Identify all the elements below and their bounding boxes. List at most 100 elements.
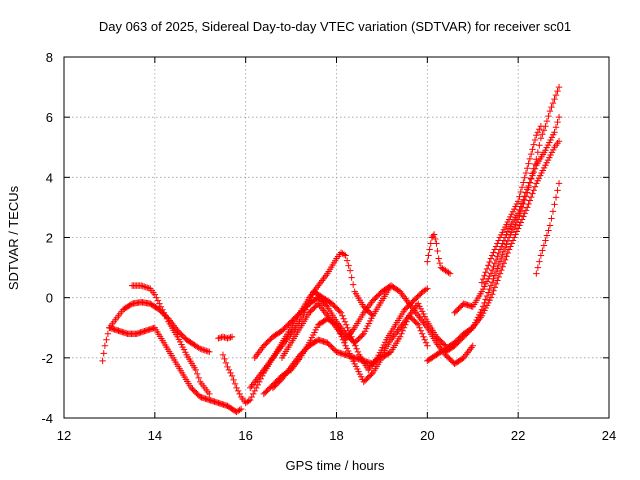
data-point [237, 405, 245, 413]
data-point [514, 216, 522, 223]
data-point [340, 315, 347, 322]
data-point [545, 227, 552, 234]
data-point [251, 387, 258, 395]
data-point [354, 348, 362, 356]
y-tick-label: -2 [41, 351, 53, 366]
data-point [491, 260, 499, 267]
data-point [154, 297, 162, 304]
data-point [224, 363, 231, 371]
data-point [521, 210, 528, 217]
data-point [469, 342, 476, 349]
data-point [435, 255, 442, 262]
data-point [478, 279, 486, 286]
data-point [485, 289, 492, 296]
data-point [501, 256, 509, 264]
data-point [496, 258, 504, 265]
data-point [529, 170, 536, 177]
data-point [549, 208, 557, 215]
y-tick-label: -4 [41, 411, 53, 426]
data-point [522, 193, 530, 200]
data-point [534, 264, 542, 271]
data-point [221, 334, 228, 341]
data-point [492, 280, 500, 288]
data-point [555, 138, 563, 145]
data-point [527, 150, 535, 158]
data-point [485, 262, 492, 269]
data-point [491, 246, 499, 253]
data-point [490, 275, 497, 282]
data-point [426, 246, 433, 253]
data-point [479, 303, 487, 310]
data-point [368, 370, 375, 378]
data-point [160, 309, 168, 316]
data-point [350, 339, 358, 346]
data-point [422, 286, 430, 293]
data-point [434, 247, 441, 255]
data-point [524, 189, 531, 196]
data-point [486, 258, 493, 266]
data-point [527, 193, 535, 201]
data-point [495, 261, 502, 269]
data-point [103, 336, 110, 343]
data-point [496, 270, 504, 277]
data-point [554, 118, 561, 126]
data-point [306, 297, 314, 304]
data-point [482, 296, 489, 303]
data-point [352, 342, 359, 349]
data-point [236, 406, 243, 414]
data-point [500, 248, 508, 255]
data-point [339, 312, 346, 319]
data-point [526, 155, 534, 163]
data-point [416, 324, 423, 331]
data-point [504, 237, 511, 245]
data-point [247, 396, 254, 404]
data-point [151, 291, 159, 298]
data-point [468, 325, 475, 333]
data-point [100, 350, 107, 357]
data-point [359, 331, 366, 339]
series-trace-d [215, 333, 236, 342]
data-point [530, 141, 537, 148]
data-point [142, 283, 149, 291]
data-point [445, 269, 452, 276]
data-point [216, 334, 224, 341]
data-point [534, 149, 542, 156]
data-point [492, 268, 500, 276]
data-point [206, 390, 213, 398]
data-point [517, 208, 524, 215]
data-point [498, 254, 505, 262]
data-point [537, 252, 545, 259]
data-point [195, 344, 202, 352]
data-point [478, 306, 486, 313]
data-point [479, 275, 487, 283]
data-point [524, 165, 531, 172]
data-point [162, 312, 169, 319]
data-point [489, 266, 496, 274]
data-point [495, 273, 502, 281]
series-trace-k [424, 231, 454, 277]
data-point [490, 249, 497, 256]
data-point [529, 190, 536, 197]
data-point [487, 294, 495, 301]
data-point [353, 345, 360, 353]
data-point [250, 390, 257, 398]
data-point [340, 251, 348, 258]
series-trace-n [442, 83, 563, 356]
data-point [489, 278, 496, 286]
series-trace-m [451, 113, 563, 316]
x-tick-label: 14 [148, 428, 162, 443]
data-point [489, 291, 496, 298]
data-point [206, 348, 213, 356]
data-point [494, 253, 501, 260]
data-point [536, 126, 543, 133]
data-point [542, 237, 549, 244]
data-point [219, 333, 227, 340]
data-point [195, 374, 202, 382]
data-point [548, 103, 555, 111]
data-point [422, 339, 430, 346]
data-point [536, 142, 543, 149]
data-point [204, 348, 212, 355]
data-point [517, 188, 524, 196]
series-trace-j [278, 282, 476, 368]
